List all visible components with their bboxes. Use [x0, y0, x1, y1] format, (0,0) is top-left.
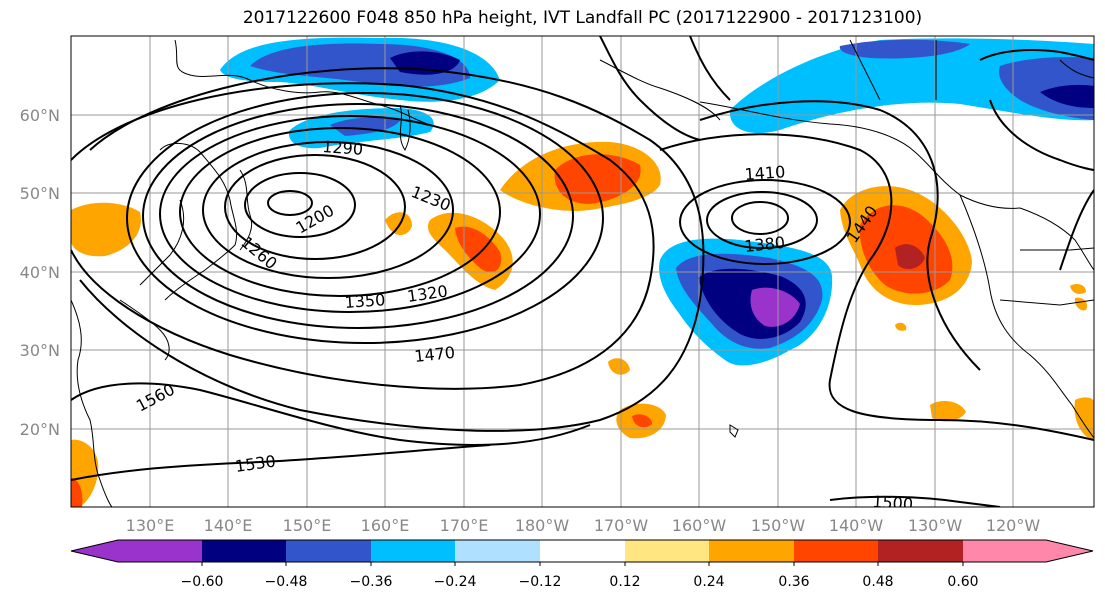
colorbar-tick-label: −0.36	[350, 574, 393, 590]
colorbar-tick-label: −0.12	[519, 574, 562, 590]
colorbar-segment	[202, 540, 286, 562]
colorbar-tick-label: −0.60	[181, 574, 224, 590]
latitude-labels: 60°N 50°N 40°N 30°N 20°N	[20, 106, 60, 439]
lat-label: 20°N	[20, 420, 60, 439]
lon-label: 140°E	[204, 516, 253, 535]
map-title: 2017122600 F048 850 hPa height, IVT Land…	[242, 8, 923, 28]
lat-label: 60°N	[20, 106, 60, 125]
colorbar-segment	[286, 540, 371, 562]
lat-label: 40°N	[20, 263, 60, 282]
contour-label-1500: 1500	[872, 492, 914, 514]
colorbar-segment	[371, 540, 455, 562]
contour-label-1290: 1290	[322, 137, 364, 159]
colorbar-segment	[709, 540, 794, 562]
lon-label: 130°E	[126, 516, 175, 535]
colorbar: −0.60 −0.48 −0.36 −0.24 −0.12 0.12 0.24 …	[70, 539, 1094, 590]
colorbar-segment	[794, 540, 878, 562]
lon-label: 170°W	[594, 516, 649, 535]
colorbar-segments	[71, 540, 1093, 562]
lon-label: 180°W	[515, 516, 570, 535]
contour-label-1380: 1380	[743, 233, 785, 256]
lon-label: 120°W	[986, 516, 1041, 535]
lat-label: 50°N	[20, 184, 60, 203]
colorbar-segment	[540, 540, 625, 562]
colorbar-tick-label: 0.12	[609, 574, 640, 590]
coastlines	[71, 39, 1094, 507]
lon-label: 160°E	[361, 516, 410, 535]
lon-label: 150°E	[283, 516, 332, 535]
colorbar-ticks	[201, 562, 964, 566]
contour-label-1470: 1470	[413, 343, 455, 366]
colorbar-tick-label: 0.60	[947, 574, 978, 590]
colorbar-segment	[878, 540, 963, 562]
colorbar-tick-label: 0.36	[778, 574, 809, 590]
lon-label: 130°W	[908, 516, 963, 535]
lon-label: 170°E	[440, 516, 489, 535]
colorbar-tick-label: −0.24	[434, 574, 477, 590]
colorbar-segment	[455, 540, 540, 562]
lon-label: 150°W	[751, 516, 806, 535]
colorbar-segment	[963, 540, 1093, 562]
colorbar-tick-labels: −0.60 −0.48 −0.36 −0.24 −0.12 0.12 0.24 …	[181, 574, 979, 590]
colorbar-tick-label: 0.48	[862, 574, 893, 590]
colorbar-tick-label: −0.48	[265, 574, 308, 590]
longitude-labels: 130°E 140°E 150°E 160°E 170°E 180°W 170°…	[126, 516, 1041, 535]
colorbar-segment	[71, 540, 202, 562]
map-panel: 1560 1530 1500 1470 1440 1410 1380 1350 …	[71, 36, 1094, 514]
lon-label: 140°W	[829, 516, 884, 535]
height-contours	[71, 36, 1094, 507]
lat-label: 30°N	[20, 341, 60, 360]
colorbar-segment	[625, 540, 709, 562]
lon-label: 160°W	[672, 516, 727, 535]
map-frame	[70, 35, 1095, 508]
contour-label-1350: 1350	[344, 290, 386, 312]
contour-label-1410: 1410	[744, 162, 786, 184]
colorbar-tick-label: 0.24	[693, 574, 724, 590]
colorbar-outline	[70, 539, 1094, 563]
